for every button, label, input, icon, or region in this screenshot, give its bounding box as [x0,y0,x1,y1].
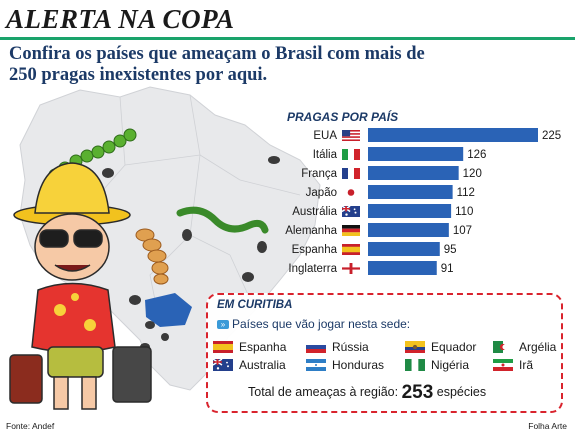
country-item: Australia [213,358,286,372]
country-item: Rússia [306,340,369,354]
country-name: Nigéria [431,358,470,372]
bar [368,147,464,161]
value-label: 126 [467,149,486,161]
country-flag-icon [405,359,425,371]
country-flag-icon [493,341,513,353]
category-flag-icon [342,225,360,236]
curitiba-callout: EM CURITIBA » Países que vão jogar nesta… [206,293,563,413]
callout-intro: » Países que vão jogar nesta sede: [217,317,410,331]
bar [368,204,452,218]
callout-title: EM CURITIBA [217,299,293,311]
country-item: Honduras [306,358,384,372]
country-flag-icon [405,341,425,353]
category-flag-icon [342,187,360,198]
chart-title: PRAGAS POR PAÍS [287,110,399,124]
parana-highlight [145,293,192,327]
value-label: 225 [542,130,561,142]
callout-intro-text: Países que vão jogar nesta sede: [232,317,411,331]
bar [368,223,449,237]
total-threats: Total de ameaças à região: 253 espécies [248,382,486,404]
country-item: Nigéria [405,358,469,372]
page-title: ALERTA NA COPA [6,4,235,34]
value-label: 112 [457,187,475,199]
tourist-character [9,162,152,410]
category-flag-icon [342,168,360,179]
country-name: Argélia [519,340,557,354]
category-flag-icon [342,244,360,255]
country-item: Equador [405,340,476,354]
total-prefix: Total de ameaças à região: [248,385,399,399]
page-subtitle: Confira os países que ameaçam o Brasil c… [9,44,425,85]
total-suffix: espécies [436,385,487,399]
country-flag-icon [306,341,326,353]
bar [368,185,453,199]
bar [368,261,437,275]
worm-icon [176,206,269,234]
bar [368,128,538,142]
value-label: 91 [441,263,454,275]
country-item: Argélia [493,340,556,354]
art-credit: Folha Arte [528,421,567,431]
country-item: Espanha [213,340,286,354]
value-label: 95 [444,244,457,256]
total-value: 253 [401,382,434,403]
value-label: 120 [463,168,482,180]
larva-icon [135,228,169,285]
country-flag-icon [213,359,233,371]
value-label: 110 [455,206,473,218]
category-flag-icon [341,205,360,217]
country-name: Australia [239,358,286,372]
country-name: Equador [431,340,477,354]
bar [368,242,440,256]
bar [368,166,459,180]
pointer-icon: » [217,319,229,329]
country-item: Irã [493,358,533,372]
country-name: Honduras [332,358,385,372]
category-flag-icon [342,130,360,141]
country-name: Espanha [239,340,287,354]
value-label: 107 [453,225,472,237]
country-flag-icon [306,359,326,371]
source-credit: Fonte: Andef [6,421,55,431]
category-flag-icon [342,149,360,160]
country-name: Irã [519,358,534,372]
title-rule [0,37,575,40]
country-name: Rússia [332,340,369,354]
country-flag-icon [493,359,513,371]
category-flag-icon [342,263,360,274]
country-flag-icon [213,341,233,353]
